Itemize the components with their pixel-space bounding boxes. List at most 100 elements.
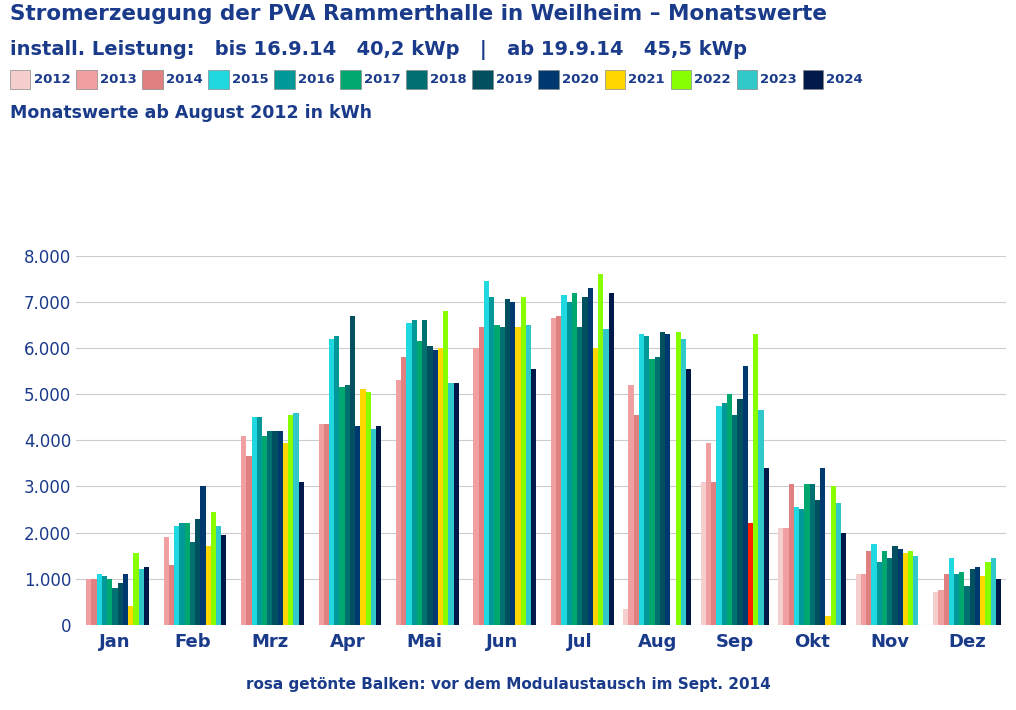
Bar bbox=[659, 332, 665, 625]
Bar bbox=[975, 567, 980, 625]
Bar bbox=[748, 523, 753, 625]
Bar bbox=[706, 442, 711, 625]
Bar bbox=[484, 281, 489, 625]
Bar bbox=[376, 426, 381, 625]
Text: 2012: 2012 bbox=[34, 73, 70, 86]
Bar bbox=[97, 574, 102, 625]
Bar bbox=[448, 383, 454, 625]
Bar bbox=[510, 302, 515, 625]
Bar bbox=[783, 528, 788, 625]
Text: 2023: 2023 bbox=[760, 73, 797, 86]
Bar bbox=[505, 300, 510, 625]
Bar bbox=[748, 523, 753, 625]
Bar bbox=[686, 368, 691, 625]
Bar bbox=[283, 442, 289, 625]
Bar bbox=[102, 577, 107, 625]
Bar bbox=[185, 523, 190, 625]
Bar bbox=[933, 592, 938, 625]
Bar bbox=[897, 549, 903, 625]
Bar bbox=[944, 574, 949, 625]
Bar bbox=[877, 562, 882, 625]
Text: Stromerzeugung der PVA Rammerthalle in Weilheim – Monatswerte: Stromerzeugung der PVA Rammerthalle in W… bbox=[10, 4, 827, 23]
Bar bbox=[489, 297, 495, 625]
Bar bbox=[841, 532, 846, 625]
Text: 2013: 2013 bbox=[100, 73, 136, 86]
Bar bbox=[587, 288, 593, 625]
Text: Monatswerte ab August 2012 in kWh: Monatswerte ab August 2012 in kWh bbox=[10, 104, 372, 122]
Bar bbox=[556, 315, 562, 625]
Bar bbox=[815, 500, 820, 625]
Bar bbox=[892, 547, 897, 625]
Bar bbox=[855, 574, 861, 625]
Bar bbox=[169, 565, 174, 625]
Bar bbox=[711, 481, 716, 625]
Bar bbox=[805, 484, 810, 625]
Bar bbox=[701, 481, 706, 625]
Bar bbox=[562, 295, 567, 625]
Bar bbox=[366, 392, 371, 625]
Bar bbox=[144, 567, 149, 625]
Bar bbox=[577, 327, 582, 625]
Bar bbox=[428, 346, 433, 625]
Bar bbox=[107, 579, 113, 625]
Bar bbox=[969, 569, 975, 625]
Bar bbox=[531, 368, 536, 625]
Bar bbox=[133, 553, 138, 625]
Bar bbox=[866, 551, 872, 625]
Bar bbox=[257, 417, 262, 625]
Bar bbox=[318, 424, 324, 625]
Bar bbox=[882, 551, 887, 625]
Bar bbox=[954, 574, 959, 625]
Bar bbox=[872, 544, 877, 625]
Bar bbox=[329, 339, 334, 625]
Bar bbox=[277, 431, 283, 625]
Bar bbox=[361, 389, 366, 625]
Bar bbox=[128, 606, 133, 625]
Bar bbox=[289, 415, 294, 625]
Bar bbox=[164, 537, 169, 625]
Bar bbox=[200, 486, 205, 625]
Bar bbox=[438, 348, 443, 625]
Bar bbox=[582, 297, 587, 625]
Bar bbox=[788, 484, 793, 625]
Bar bbox=[454, 383, 459, 625]
Bar bbox=[272, 431, 277, 625]
Text: 2018: 2018 bbox=[430, 73, 466, 86]
Text: 2016: 2016 bbox=[298, 73, 334, 86]
Bar bbox=[411, 320, 417, 625]
Bar bbox=[350, 315, 356, 625]
Bar bbox=[743, 366, 748, 625]
Bar bbox=[195, 518, 200, 625]
Bar bbox=[609, 293, 614, 625]
Bar bbox=[515, 327, 520, 625]
Bar bbox=[820, 468, 825, 625]
Bar bbox=[676, 332, 681, 625]
Text: 2019: 2019 bbox=[496, 73, 532, 86]
Bar bbox=[252, 417, 257, 625]
Bar bbox=[324, 424, 329, 625]
Bar bbox=[810, 484, 815, 625]
Text: 2021: 2021 bbox=[628, 73, 664, 86]
Bar bbox=[861, 574, 866, 625]
Bar bbox=[649, 359, 654, 625]
Bar bbox=[520, 297, 526, 625]
Bar bbox=[753, 334, 758, 625]
Bar bbox=[887, 558, 892, 625]
Bar bbox=[825, 616, 830, 625]
Bar bbox=[598, 274, 604, 625]
Text: rosa getönte Balken: vor dem Modulaustausch im Sept. 2014: rosa getönte Balken: vor dem Modulaustau… bbox=[246, 677, 770, 692]
Bar bbox=[344, 385, 350, 625]
Bar bbox=[793, 507, 799, 625]
Text: 2020: 2020 bbox=[562, 73, 598, 86]
Bar bbox=[830, 486, 836, 625]
Bar bbox=[495, 324, 500, 625]
Bar bbox=[778, 528, 783, 625]
Bar bbox=[205, 547, 210, 625]
Bar bbox=[836, 503, 841, 625]
Bar bbox=[356, 426, 361, 625]
Bar bbox=[903, 553, 908, 625]
Bar bbox=[190, 542, 195, 625]
Bar bbox=[123, 574, 128, 625]
Bar bbox=[980, 577, 986, 625]
Bar bbox=[908, 551, 913, 625]
